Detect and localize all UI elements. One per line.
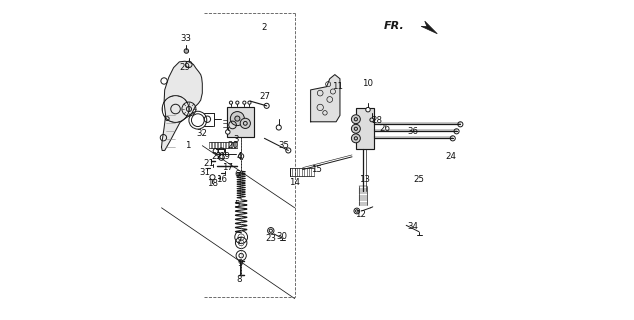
Text: 30: 30 <box>276 232 287 241</box>
Text: 27: 27 <box>259 92 270 101</box>
Bar <box>356 108 373 149</box>
Text: 34: 34 <box>407 222 418 231</box>
Text: 6: 6 <box>235 170 240 179</box>
Text: 16: 16 <box>216 175 227 184</box>
Text: 1: 1 <box>185 141 191 150</box>
Polygon shape <box>162 61 202 150</box>
Text: 12: 12 <box>356 210 366 219</box>
Text: 4: 4 <box>236 152 242 161</box>
Text: 2: 2 <box>262 23 267 32</box>
Text: 14: 14 <box>289 178 300 187</box>
Polygon shape <box>311 75 340 122</box>
Text: 19: 19 <box>219 152 230 161</box>
Polygon shape <box>421 21 437 34</box>
Text: 13: 13 <box>359 175 370 184</box>
Text: 28: 28 <box>371 116 382 125</box>
Circle shape <box>351 134 360 143</box>
Text: 8: 8 <box>236 275 242 284</box>
Text: 24: 24 <box>445 152 456 161</box>
Text: 36: 36 <box>407 127 418 136</box>
Text: 31: 31 <box>199 168 210 177</box>
Text: 25: 25 <box>413 175 424 184</box>
Text: 10: 10 <box>363 79 373 88</box>
Circle shape <box>235 116 240 121</box>
Text: 15: 15 <box>311 165 323 174</box>
Circle shape <box>366 108 370 112</box>
Text: 21: 21 <box>203 159 214 168</box>
Text: 33: 33 <box>180 34 191 43</box>
Text: 11: 11 <box>332 82 343 91</box>
Text: 3: 3 <box>233 135 238 144</box>
Circle shape <box>184 49 188 53</box>
Text: FR.: FR. <box>384 21 404 31</box>
Circle shape <box>230 112 244 125</box>
Text: 18: 18 <box>207 180 218 188</box>
Text: 26: 26 <box>379 124 390 132</box>
Text: 9: 9 <box>237 259 243 268</box>
Text: 29: 29 <box>179 63 190 72</box>
Text: 35: 35 <box>278 141 289 150</box>
Circle shape <box>351 124 360 133</box>
Text: 22: 22 <box>211 152 222 161</box>
Circle shape <box>226 130 230 134</box>
Text: 5: 5 <box>235 200 240 209</box>
Bar <box>227 107 254 137</box>
Text: 23: 23 <box>265 234 276 243</box>
Text: 17: 17 <box>223 164 233 172</box>
Text: 7: 7 <box>236 237 242 246</box>
Text: 20: 20 <box>227 141 238 150</box>
Text: 32: 32 <box>197 129 208 138</box>
Circle shape <box>240 118 250 128</box>
Circle shape <box>351 115 360 124</box>
